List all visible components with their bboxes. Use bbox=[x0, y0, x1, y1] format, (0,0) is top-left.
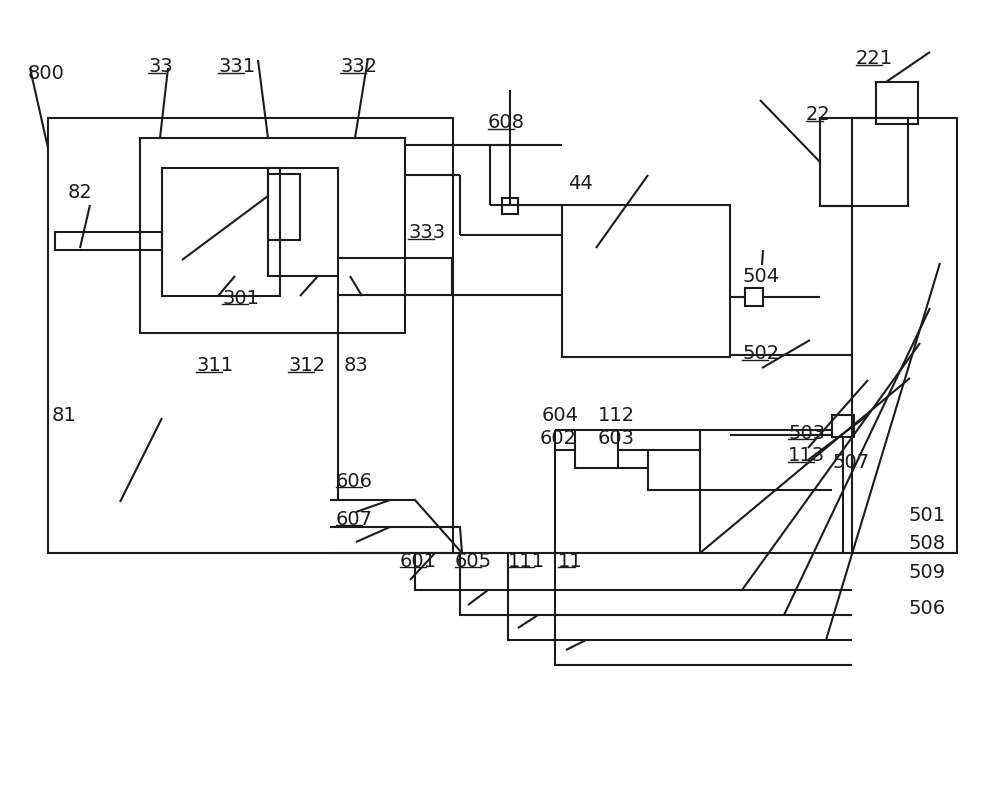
Text: 608: 608 bbox=[488, 113, 525, 132]
Text: 112: 112 bbox=[598, 406, 635, 426]
Text: 33: 33 bbox=[148, 57, 173, 77]
Text: 331: 331 bbox=[218, 57, 255, 77]
Bar bbox=[745, 288, 763, 306]
Bar bbox=[48, 118, 453, 553]
Text: 607: 607 bbox=[336, 510, 373, 529]
Text: 800: 800 bbox=[28, 64, 65, 83]
Text: 507: 507 bbox=[832, 453, 869, 472]
Text: 11: 11 bbox=[558, 552, 583, 571]
Text: 602: 602 bbox=[540, 429, 577, 448]
Text: 82: 82 bbox=[68, 183, 93, 202]
Text: 502: 502 bbox=[742, 344, 779, 363]
Text: 506: 506 bbox=[908, 599, 945, 618]
Text: 509: 509 bbox=[908, 563, 945, 582]
Text: 113: 113 bbox=[788, 446, 825, 465]
Bar bbox=[832, 415, 854, 437]
Text: 601: 601 bbox=[400, 552, 437, 571]
Text: 221: 221 bbox=[856, 49, 893, 69]
Text: 333: 333 bbox=[408, 223, 445, 242]
Text: 111: 111 bbox=[508, 552, 545, 571]
Text: 311: 311 bbox=[196, 356, 233, 375]
Bar bbox=[562, 205, 730, 357]
Text: 603: 603 bbox=[598, 429, 635, 448]
Text: 605: 605 bbox=[455, 552, 492, 571]
Bar bbox=[140, 138, 405, 333]
Bar bbox=[502, 198, 518, 214]
Text: 501: 501 bbox=[908, 506, 945, 525]
Bar bbox=[876, 82, 918, 124]
Text: 503: 503 bbox=[788, 424, 825, 443]
Bar bbox=[268, 174, 300, 240]
Bar bbox=[852, 118, 957, 553]
Text: 81: 81 bbox=[52, 406, 77, 426]
Text: 332: 332 bbox=[340, 57, 377, 77]
Text: 606: 606 bbox=[336, 472, 373, 491]
Bar bbox=[162, 168, 280, 296]
Bar bbox=[820, 118, 908, 206]
Text: 301: 301 bbox=[222, 289, 259, 308]
Text: 604: 604 bbox=[542, 406, 579, 426]
Text: 83: 83 bbox=[344, 356, 369, 375]
Text: 504: 504 bbox=[742, 267, 779, 286]
Bar bbox=[55, 232, 162, 250]
Text: 44: 44 bbox=[568, 174, 593, 193]
Text: 312: 312 bbox=[288, 356, 325, 375]
Bar bbox=[268, 168, 338, 276]
Text: 508: 508 bbox=[908, 534, 945, 553]
Text: 22: 22 bbox=[806, 105, 831, 124]
